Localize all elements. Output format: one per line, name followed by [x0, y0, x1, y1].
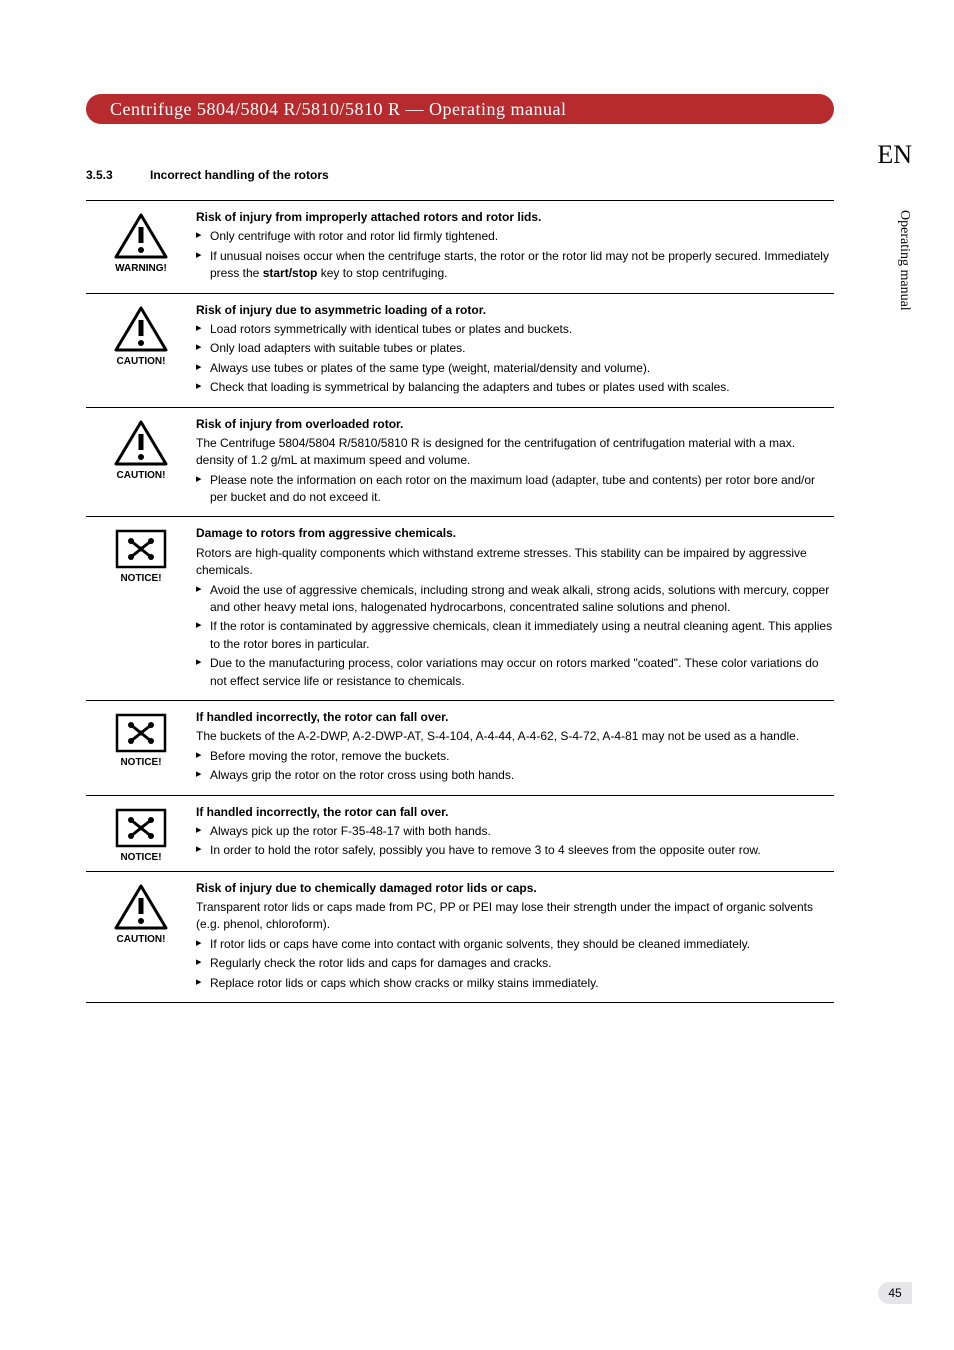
- bullet-item: Load rotors symmetrically with identical…: [196, 321, 834, 338]
- bullet-item: If rotor lids or caps have come into con…: [196, 936, 834, 953]
- safety-block: CAUTION! Risk of injury from overloaded r…: [86, 407, 834, 517]
- section-number: 3.5.3: [86, 168, 113, 182]
- page-number: 45: [878, 1282, 912, 1304]
- warning-triangle-icon: [114, 420, 168, 466]
- header-band: Centrifuge 5804/5804 R/5810/5810 R — Ope…: [86, 94, 834, 124]
- text-column: If handled incorrectly, the rotor can fa…: [196, 709, 834, 787]
- bullet-list: Always pick up the rotor F-35-48-17 with…: [196, 823, 834, 860]
- safety-block: WARNING! Risk of injury from improperly a…: [86, 200, 834, 293]
- bullet-item: Always grip the rotor on the rotor cross…: [196, 767, 834, 784]
- section-title: Incorrect handling of the rotors: [150, 168, 329, 182]
- bullet-item: Regularly check the rotor lids and caps …: [196, 955, 834, 972]
- safety-block: CAUTION! Risk of injury due to chemically…: [86, 871, 834, 1003]
- notice-box-icon: [115, 529, 167, 569]
- bullet-list: Only centrifuge with rotor and rotor lid…: [196, 228, 834, 282]
- icon-column: CAUTION!: [86, 416, 196, 509]
- safety-block: NOTICE! If handled incorrectly, the rotor…: [86, 700, 834, 795]
- icon-label: CAUTION!: [117, 934, 166, 945]
- block-title: If handled incorrectly, the rotor can fa…: [196, 709, 834, 726]
- icon-label: NOTICE!: [120, 852, 161, 863]
- block-title: Risk of injury due to chemically damaged…: [196, 880, 834, 897]
- bullet-list: Avoid the use of aggressive chemicals, i…: [196, 582, 834, 690]
- block-description: Transparent rotor lids or caps made from…: [196, 899, 834, 934]
- block-description: The buckets of the A-2-DWP, A-2-DWP-AT, …: [196, 728, 834, 745]
- icon-label: NOTICE!: [120, 573, 161, 584]
- language-badge: EN: [877, 140, 912, 170]
- safety-block: NOTICE! Damage to rotors from aggressive …: [86, 516, 834, 700]
- block-title: Risk of injury due to asymmetric loading…: [196, 302, 834, 319]
- text-column: Risk of injury due to asymmetric loading…: [196, 302, 834, 399]
- bullet-list: Before moving the rotor, remove the buck…: [196, 748, 834, 785]
- icon-label: WARNING!: [115, 263, 167, 274]
- icon-column: CAUTION!: [86, 302, 196, 399]
- icon-column: NOTICE!: [86, 709, 196, 787]
- text-column: Risk of injury due to chemically damaged…: [196, 880, 834, 994]
- text-column: Risk of injury from overloaded rotor. The…: [196, 416, 834, 509]
- icon-label: CAUTION!: [117, 356, 166, 367]
- text-column: Risk of injury from improperly attached …: [196, 209, 834, 285]
- bullet-list: If rotor lids or caps have come into con…: [196, 936, 834, 992]
- warning-triangle-icon: [114, 884, 168, 930]
- bullet-item: If the rotor is contaminated by aggressi…: [196, 618, 834, 653]
- text-column: Damage to rotors from aggressive chemica…: [196, 525, 834, 692]
- bullet-item: Before moving the rotor, remove the buck…: [196, 748, 834, 765]
- bullet-item: Check that loading is symmetrical by bal…: [196, 379, 834, 396]
- header-title: Centrifuge 5804/5804 R/5810/5810 R — Ope…: [110, 99, 566, 120]
- bullet-item: Always use tubes or plates of the same t…: [196, 360, 834, 377]
- icon-column: NOTICE!: [86, 804, 196, 863]
- bullet-item: If unusual noises occur when the centrif…: [196, 248, 834, 283]
- icon-label: CAUTION!: [117, 470, 166, 481]
- warning-triangle-icon: [114, 306, 168, 352]
- block-description: The Centrifuge 5804/5804 R/5810/5810 R i…: [196, 435, 834, 470]
- notice-box-icon: [115, 808, 167, 848]
- safety-block: NOTICE! If handled incorrectly, the rotor…: [86, 795, 834, 871]
- bullet-item: Only centrifuge with rotor and rotor lid…: [196, 228, 834, 245]
- icon-column: WARNING!: [86, 209, 196, 285]
- icon-column: NOTICE!: [86, 525, 196, 692]
- bullet-item: Only load adapters with suitable tubes o…: [196, 340, 834, 357]
- bullet-item: Always pick up the rotor F-35-48-17 with…: [196, 823, 834, 840]
- warning-triangle-icon: [114, 213, 168, 259]
- bullet-item: In order to hold the rotor safely, possi…: [196, 842, 834, 859]
- safety-block: CAUTION! Risk of injury due to asymmetric…: [86, 293, 834, 407]
- bullet-item: Avoid the use of aggressive chemicals, i…: [196, 582, 834, 617]
- block-title: Risk of injury from overloaded rotor.: [196, 416, 834, 433]
- bullet-list: Load rotors symmetrically with identical…: [196, 321, 834, 397]
- bullet-list: Please note the information on each roto…: [196, 472, 834, 507]
- content-area: WARNING! Risk of injury from improperly a…: [86, 200, 834, 1003]
- block-title: Damage to rotors from aggressive chemica…: [196, 525, 834, 542]
- notice-box-icon: [115, 713, 167, 753]
- bullet-item: Replace rotor lids or caps which show cr…: [196, 975, 834, 992]
- icon-column: CAUTION!: [86, 880, 196, 994]
- icon-label: NOTICE!: [120, 757, 161, 768]
- block-title: Risk of injury from improperly attached …: [196, 209, 834, 226]
- text-column: If handled incorrectly, the rotor can fa…: [196, 804, 834, 863]
- block-description: Rotors are high-quality components which…: [196, 545, 834, 580]
- block-title: If handled incorrectly, the rotor can fa…: [196, 804, 834, 821]
- bullet-item: Please note the information on each roto…: [196, 472, 834, 507]
- bullet-item: Due to the manufacturing process, color …: [196, 655, 834, 690]
- side-label: Operating manual: [896, 210, 912, 311]
